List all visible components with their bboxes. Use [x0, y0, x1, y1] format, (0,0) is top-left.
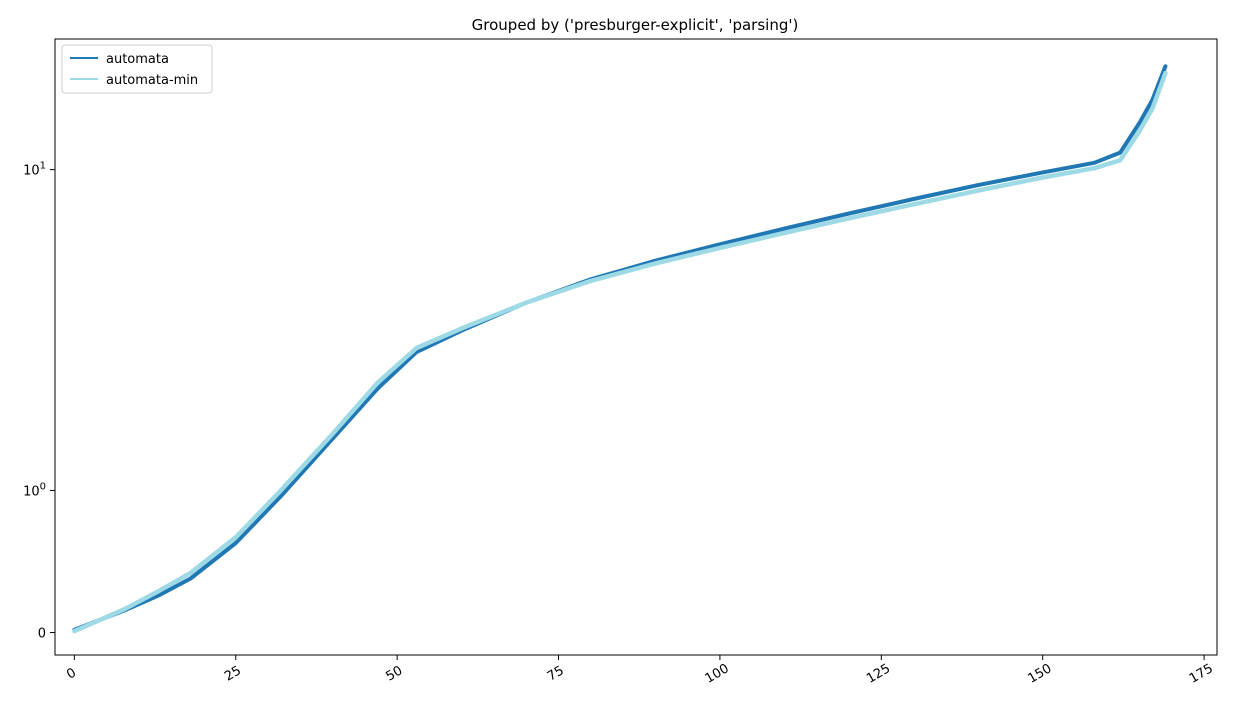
series-layer: [72, 64, 1168, 634]
y-axis: 0 100 101: [23, 161, 55, 642]
x-tick-label-25: 25: [222, 663, 244, 684]
legend-box: [61, 44, 213, 94]
y-tick-label-0: 0: [38, 627, 46, 642]
legend-label-automata: automata: [106, 52, 169, 67]
plot-frame: [54, 38, 1218, 656]
chart-title: Grouped by ('presburger-explicit', 'pars…: [472, 16, 799, 34]
legend: automata automata-min: [61, 44, 213, 94]
x-tick-label-75: 75: [545, 663, 567, 684]
y-tick-label-1: 100: [23, 481, 46, 499]
y-tick-label-10: 101: [23, 161, 46, 179]
series-line-automata-min: [72, 70, 1168, 634]
legend-label-automata-min: automata-min: [106, 73, 198, 88]
x-tick-label-50: 50: [383, 663, 405, 684]
